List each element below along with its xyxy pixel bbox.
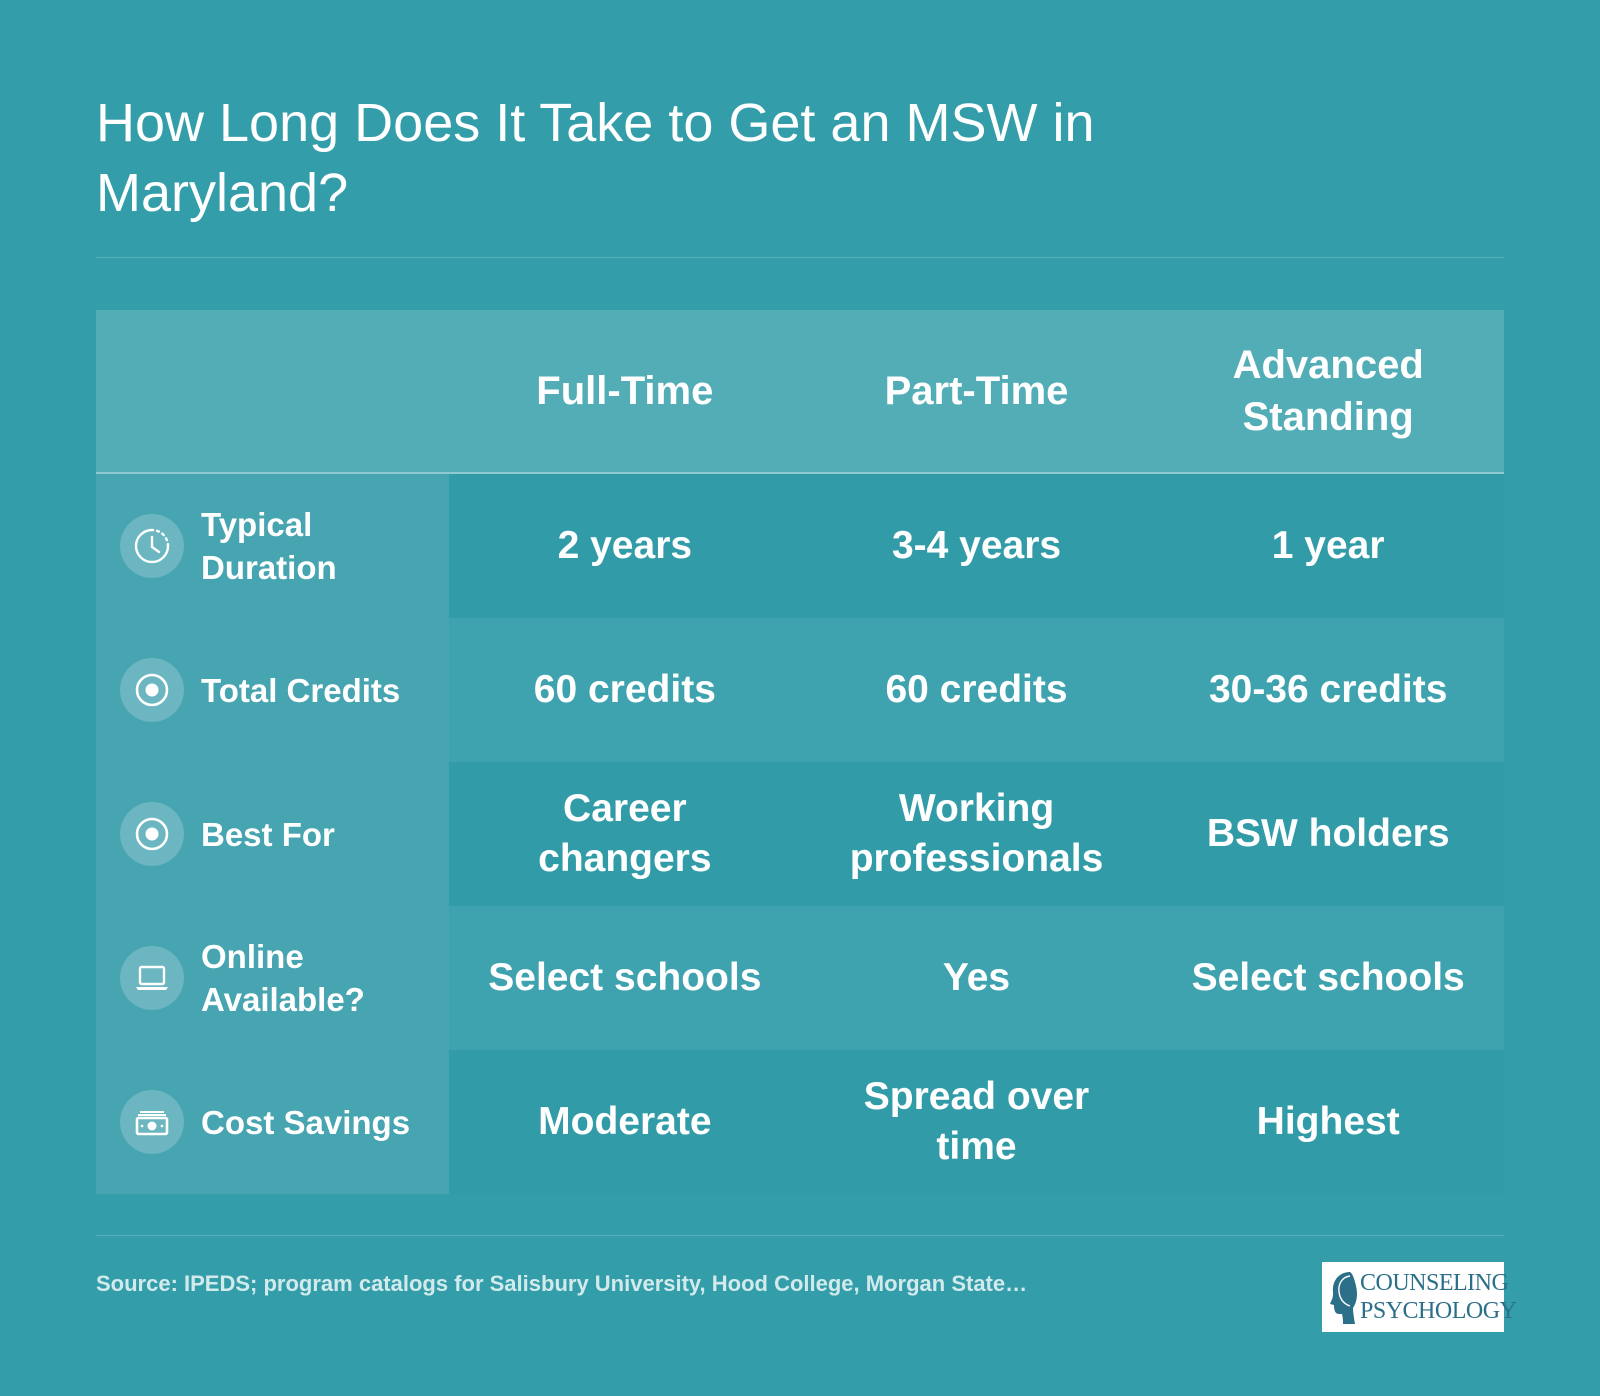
- table-corner-cell: [96, 310, 449, 472]
- cell-full-time: 60 credits: [449, 618, 801, 762]
- cell-part-time: Working professionals: [800, 762, 1153, 906]
- title-divider: [96, 257, 1504, 258]
- row-label-text: Cost Savings: [201, 1103, 411, 1141]
- cell-part-time: 60 credits: [800, 618, 1153, 762]
- head-profile-icon: [1330, 1272, 1357, 1324]
- row-label-cell: Typical Duration: [96, 474, 449, 618]
- column-header-part-time: Part-Time: [884, 369, 1069, 413]
- cell-part-time: Spread over time: [800, 1050, 1153, 1194]
- cell-advanced-standing: Select schools: [1152, 906, 1505, 1050]
- cell-advanced-standing: Highest: [1152, 1050, 1505, 1194]
- logo-line-2: PSYCHOLOGY: [1360, 1298, 1517, 1324]
- row-label-text: Online Available?: [201, 938, 365, 1018]
- cell-full-time: Moderate: [449, 1050, 801, 1194]
- row-label-cell: Total Credits: [96, 618, 449, 762]
- comparison-table: Full-Time Part-Time Advanced Standing Ty…: [96, 310, 1505, 1194]
- table-row-online-available: Online Available? Select schools Yes Sel…: [96, 906, 1505, 1050]
- row-label-cell: Cost Savings: [96, 1050, 449, 1194]
- row-label-text: Best For: [201, 815, 335, 853]
- row-label-text: Typical Duration: [201, 506, 337, 586]
- cell-advanced-standing: 1 year: [1152, 474, 1505, 618]
- target-icon: [120, 658, 184, 722]
- cell-advanced-standing: BSW holders: [1152, 762, 1505, 906]
- clock-icon: [120, 514, 184, 578]
- row-label-cell: Online Available?: [96, 906, 449, 1050]
- column-header-full-time: Full-Time: [536, 369, 714, 413]
- cell-full-time: 2 years: [449, 474, 801, 618]
- row-label-cell: Best For: [96, 762, 449, 906]
- laptop-icon: [120, 946, 184, 1010]
- cell-part-time: 3-4 years: [800, 474, 1153, 618]
- column-header-advanced-standing: Advanced Standing: [1232, 343, 1424, 439]
- logo-wordmark: COUNSELING PSYCHOLOGY: [1360, 1269, 1517, 1325]
- table-row-total-credits: Total Credits 60 credits 60 credits 30-3…: [96, 618, 1505, 762]
- footer-divider: [96, 1235, 1504, 1236]
- money-icon: [120, 1090, 184, 1154]
- cell-advanced-standing: 30-36 credits: [1152, 618, 1505, 762]
- cell-full-time: Career changers: [449, 762, 801, 906]
- table-row-typical-duration: Typical Duration 2 years 3-4 years 1 yea…: [96, 474, 1505, 618]
- cell-part-time: Yes: [800, 906, 1153, 1050]
- target-icon: [120, 802, 184, 866]
- counseling-psychology-logo: COUNSELING PSYCHOLOGY: [1322, 1262, 1517, 1332]
- page-title: How Long Does It Take to Get an MSW in M…: [96, 93, 1095, 223]
- source-note: Source: IPEDS; program catalogs for Sali…: [96, 1271, 1028, 1296]
- cell-full-time: Select schools: [449, 906, 801, 1050]
- table-header-row: Full-Time Part-Time Advanced Standing: [96, 310, 1504, 474]
- table-row-best-for: Best For Career changers Working profess…: [96, 762, 1505, 906]
- row-label-text: Total Credits: [201, 671, 401, 709]
- table-row-cost-savings: Cost Savings Moderate Spread over time H…: [96, 1050, 1505, 1194]
- logo-line-1: COUNSELING: [1360, 1270, 1509, 1296]
